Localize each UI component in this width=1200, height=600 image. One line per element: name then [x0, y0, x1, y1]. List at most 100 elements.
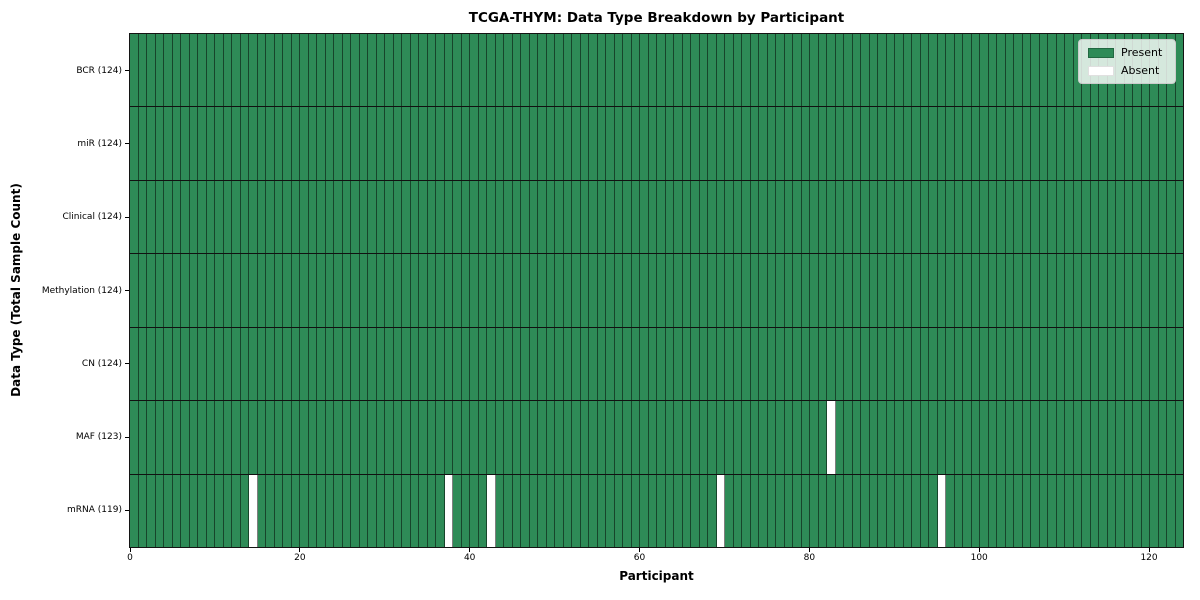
heatmap-cell [801, 254, 810, 327]
heatmap-cell [470, 34, 479, 107]
heatmap-cell [835, 107, 844, 180]
heatmap-cell [240, 474, 249, 547]
heatmap-cell [546, 327, 555, 401]
heatmap-cell [1090, 254, 1099, 327]
heatmap-cell [631, 180, 640, 254]
heatmap-cell [682, 107, 691, 180]
heatmap-cell [648, 254, 657, 327]
heatmap-cell [342, 254, 351, 327]
heatmap-cell [844, 401, 853, 474]
heatmap-cell [818, 401, 827, 474]
heatmap-cell [937, 474, 946, 547]
heatmap-cell [784, 107, 793, 180]
heatmap-cell [393, 34, 402, 107]
heatmap-cell [946, 180, 955, 254]
heatmap-cell [291, 327, 300, 401]
heatmap-cell [155, 34, 164, 107]
heatmap-cell [1124, 254, 1133, 327]
heatmap-cell [563, 180, 572, 254]
heatmap-cell [580, 180, 589, 254]
heatmap-cell [937, 254, 946, 327]
heatmap-cell [308, 254, 317, 327]
heatmap-cell [827, 401, 836, 474]
heatmap-cell [232, 254, 241, 327]
x-tick-mark [299, 548, 301, 552]
heatmap-cell [147, 474, 156, 547]
y-tick-mark [125, 216, 129, 218]
heatmap-cell [1014, 401, 1023, 474]
heatmap-cell [563, 107, 572, 180]
heatmap-cell [1073, 401, 1082, 474]
heatmap-cell [274, 327, 283, 401]
heatmap-cell [521, 34, 530, 107]
heatmap-cell [886, 401, 895, 474]
heatmap-cell [1082, 107, 1091, 180]
heatmap-cell [852, 254, 861, 327]
heatmap-cell [861, 474, 870, 547]
heatmap-cell [461, 180, 470, 254]
heatmap-cell [623, 34, 632, 107]
heatmap-cell [895, 327, 904, 401]
heatmap-cell [1175, 327, 1183, 401]
heatmap-cell [521, 180, 530, 254]
heatmap-cell [317, 34, 326, 107]
heatmap-cell [130, 34, 139, 107]
heatmap-cell [308, 180, 317, 254]
heatmap-cell [487, 107, 496, 180]
heatmap-cell [844, 34, 853, 107]
heatmap-cell [776, 34, 785, 107]
heatmap-cell [648, 34, 657, 107]
x-axis-tick-marks [129, 548, 1183, 552]
y-tick-label: miR (124) [77, 138, 122, 149]
x-tick-label: 120 [1140, 553, 1158, 563]
y-tick-mark [125, 143, 129, 145]
heatmap-cell [164, 474, 173, 547]
heatmap-cell [597, 34, 606, 107]
heatmap-cell [954, 107, 963, 180]
heatmap-cell [1167, 180, 1176, 254]
x-tick-label: 20 [294, 553, 306, 563]
heatmap-cell [784, 474, 793, 547]
heatmap-cell [1150, 254, 1159, 327]
heatmap-cell [1039, 107, 1048, 180]
heatmap-cell [495, 107, 504, 180]
heatmap-cell [980, 474, 989, 547]
heatmap-cell [1056, 327, 1065, 401]
heatmap-cell [776, 180, 785, 254]
heatmap-cell [1031, 254, 1040, 327]
y-tick-label: Methylation (124) [41, 285, 122, 296]
heatmap-cell [1039, 401, 1048, 474]
heatmap-cell [1022, 254, 1031, 327]
heatmap-cell [1141, 401, 1150, 474]
heatmap-cell [631, 107, 640, 180]
heatmap-cell [920, 401, 929, 474]
heatmap-cell [427, 327, 436, 401]
heatmap-cell [368, 107, 377, 180]
heatmap-cell [733, 254, 742, 327]
heatmap-cell [436, 327, 445, 401]
heatmap-cell [521, 254, 530, 327]
heatmap-cell [895, 474, 904, 547]
heatmap-row-MAF [130, 401, 1183, 475]
heatmap-cell [172, 254, 181, 327]
heatmap-cell [563, 401, 572, 474]
heatmap-cell [572, 401, 581, 474]
heatmap-row-miR [130, 107, 1183, 181]
heatmap-cell [614, 327, 623, 401]
heatmap-cell [410, 107, 419, 180]
heatmap-cell [852, 107, 861, 180]
heatmap-cell [682, 401, 691, 474]
heatmap-cell [716, 327, 725, 401]
heatmap-cell [206, 180, 215, 254]
heatmap-cell [1082, 474, 1091, 547]
heatmap-cell [1124, 401, 1133, 474]
heatmap-cell [1005, 34, 1014, 107]
heatmap-cell [495, 34, 504, 107]
heatmap-cell [419, 180, 428, 254]
legend-label-present: Present [1121, 46, 1163, 59]
heatmap-cell [257, 474, 266, 547]
heatmap-cell [342, 401, 351, 474]
heatmap-cell [793, 474, 802, 547]
heatmap-cell [742, 327, 751, 401]
heatmap-cell [223, 401, 232, 474]
